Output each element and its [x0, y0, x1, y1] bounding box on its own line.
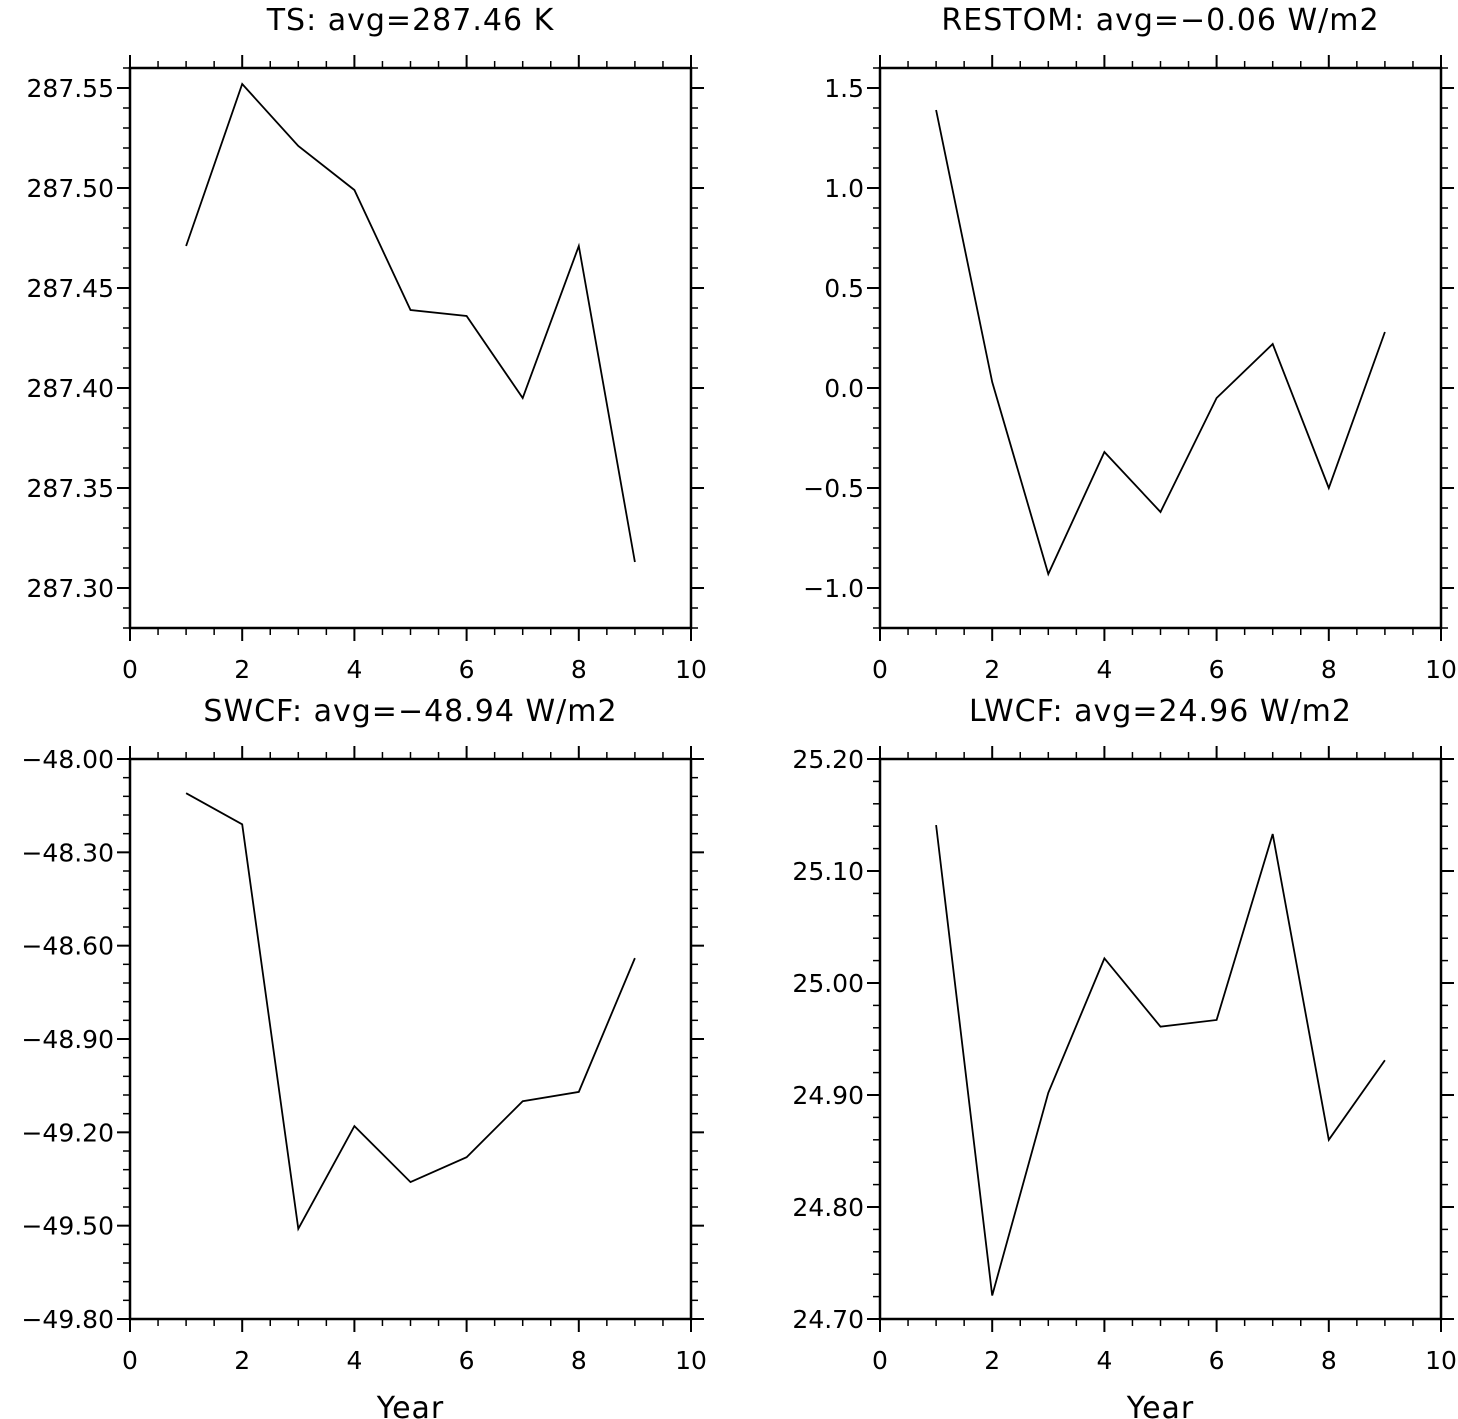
y-tick-label: −0.5	[803, 474, 864, 503]
y-tick-label: −49.20	[21, 1118, 114, 1147]
x-tick-label: 4	[1096, 1346, 1112, 1375]
series-line-ts	[185, 82, 636, 563]
x-tick-label: 0	[872, 1346, 888, 1375]
plot-frame	[128, 66, 693, 630]
x-tick-label: 10	[1425, 655, 1457, 684]
chart-title: RESTOM: avg=−0.06 W/m2	[941, 3, 1379, 38]
y-tick-label: −49.50	[21, 1212, 114, 1241]
chart-title: SWCF: avg=−48.94 W/m2	[203, 694, 617, 729]
series-line-swcf	[185, 792, 636, 1232]
y-tick-label: 24.70	[792, 1305, 864, 1334]
plot-frame	[878, 66, 1443, 630]
x-tick-label: 0	[122, 655, 138, 684]
y-tick-label: 1.5	[824, 74, 864, 103]
x-tick-label: 2	[234, 655, 250, 684]
chart-panel-swcf: 0 2 4 6 8 10 −48.00 −48.30 −48.60 −48.90 −49.20 −49…	[21, 694, 706, 1419]
y-tick-label: −48.60	[21, 932, 114, 961]
x-tick-label: 8	[571, 1346, 587, 1375]
y-tick-label: 25.20	[792, 745, 864, 774]
x-tick-label: 10	[1425, 1346, 1457, 1375]
series-line-restom	[935, 109, 1386, 577]
x-tick-label: 8	[571, 655, 587, 684]
y-tick-label: 287.35	[27, 474, 114, 503]
x-tick-label: 10	[675, 1346, 707, 1375]
x-tick-label: 2	[234, 1346, 250, 1375]
x-tick-label: 6	[1209, 655, 1225, 684]
chart-title: LWCF: avg=24.96 W/m2	[969, 694, 1352, 729]
y-tick-label: −49.80	[21, 1305, 114, 1334]
y-tick-label: 287.50	[27, 174, 114, 203]
x-tick-label: 0	[872, 655, 888, 684]
x-tick-label: 6	[1209, 1346, 1225, 1375]
y-tick-label: 287.40	[27, 374, 114, 403]
x-tick-label: 0	[122, 1346, 138, 1375]
plot-frame	[878, 757, 1443, 1321]
x-tick-label: 8	[1321, 1346, 1337, 1375]
x-tick-label: 2	[984, 1346, 1000, 1375]
chart-panel-ts: 0 2 4 6 8 10 287.55 287.50 287.45 287.40 287.35 287…	[27, 3, 707, 684]
y-tick-label: 0.0	[824, 374, 864, 403]
y-tick-label: −1.0	[803, 574, 864, 603]
y-tick-label: 1.0	[824, 174, 864, 203]
chart-panel-restom: 0 2 4 6 8 10 1.5 1.0 0.5 0.0 −0.5 −1.0 RESTOM: avg=−…	[803, 3, 1457, 684]
x-tick-label: 6	[459, 1346, 475, 1375]
y-tick-label: 24.90	[792, 1081, 864, 1110]
x-axis-label: Year	[376, 1391, 445, 1419]
x-tick-label: 4	[1096, 655, 1112, 684]
y-tick-label: 287.55	[27, 74, 114, 103]
y-tick-label: 0.5	[824, 274, 864, 303]
y-tick-label: −48.00	[21, 745, 114, 774]
x-tick-label: 6	[459, 655, 475, 684]
chart-title: TS: avg=287.46 K	[266, 3, 555, 38]
x-tick-label: 2	[984, 655, 1000, 684]
x-axis-label: Year	[1126, 1391, 1195, 1419]
x-tick-label: 8	[1321, 655, 1337, 684]
y-tick-label: −48.30	[21, 838, 114, 867]
y-tick-label: 24.80	[792, 1193, 864, 1222]
y-tick-label: 25.10	[792, 857, 864, 886]
y-tick-label: −48.90	[21, 1025, 114, 1054]
x-tick-label: 10	[675, 655, 707, 684]
x-tick-label: 4	[346, 1346, 362, 1375]
y-tick-label: 287.30	[27, 574, 114, 603]
y-tick-label: 25.00	[792, 969, 864, 998]
x-tick-label: 4	[346, 655, 362, 684]
plot-frame	[128, 757, 693, 1321]
chart-panel-lwcf: 0 2 4 6 8 10 25.20 25.10 25.00 24.90 24.80 24.70 LWC…	[792, 694, 1456, 1419]
series-line-lwcf	[935, 824, 1386, 1296]
y-tick-label: 287.45	[27, 274, 114, 303]
